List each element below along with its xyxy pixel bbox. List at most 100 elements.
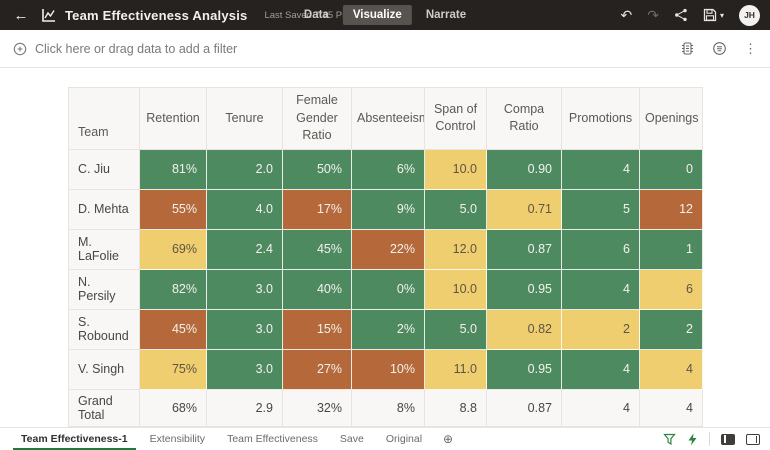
add-canvas-icon[interactable]: ⊕ [443,432,454,446]
undo-icon[interactable]: ↶ [620,7,633,23]
data-cell[interactable]: 0 [640,149,703,190]
data-cell[interactable]: 69% [140,229,207,270]
pivot-table: Team Retention Tenure Female Gender Ratio Ab… [68,87,703,427]
canvas-tab-bar: Team Effectiveness-1 Extensibility Team Ef… [0,427,770,450]
column-header-openings[interactable]: Openings [640,87,703,150]
workbook-title: Team Effectiveness Analysis [65,7,248,23]
column-header-span-of-control[interactable]: Span of Control [425,87,487,150]
share-icon[interactable] [674,8,688,22]
back-icon[interactable]: ← [13,6,29,24]
data-cell[interactable]: 4 [562,349,640,390]
column-header-tenure[interactable]: Tenure [207,87,283,150]
column-header-promotions[interactable]: Promotions [562,87,640,150]
data-cell[interactable]: 15% [283,309,352,350]
data-cell[interactable]: 27% [283,349,352,390]
data-cell[interactable]: 12 [640,189,703,230]
row-label[interactable]: M. LaFolie [68,229,140,270]
data-cell[interactable]: 3.0 [207,269,283,310]
grand-total-cell: 2.9 [207,389,283,427]
data-cell[interactable]: 0.90 [487,149,562,190]
data-cell[interactable]: 2.4 [207,229,283,270]
data-cell[interactable]: 0.95 [487,269,562,310]
data-cell[interactable]: 5.0 [425,189,487,230]
data-cell[interactable]: 1 [640,229,703,270]
data-cell[interactable]: 2 [640,309,703,350]
data-cell[interactable]: 11.0 [425,349,487,390]
funnel-icon[interactable] [663,433,676,446]
canvas-tab-save[interactable]: Save [339,433,364,445]
toolbar-divider [709,432,710,446]
data-cell[interactable]: 4 [562,269,640,310]
grand-total-cell: 4 [640,389,703,427]
right-panel-toggle-icon[interactable] [746,433,760,445]
data-cell[interactable]: 10.0 [425,149,487,190]
pivot-body: C. Jiu 81% 2.0 50% 6% 10.0 0.90 4 0 D. Mehta 55% 4.… [68,149,703,427]
row-label[interactable]: C. Jiu [68,149,140,190]
data-cell[interactable]: 50% [283,149,352,190]
pinned-filters-icon[interactable] [712,41,727,56]
data-cell[interactable]: 5.0 [425,309,487,350]
auto-insights-lightning-icon[interactable] [687,433,698,446]
column-header-retention[interactable]: Retention [140,87,207,150]
data-cell[interactable]: 17% [283,189,352,230]
grand-total-row: Grand Total 68% 2.9 32% 8% 8.8 0.87 4 4 [68,389,703,427]
save-button[interactable]: ▾ [703,8,724,22]
data-cell[interactable]: 4 [562,149,640,190]
left-panel-toggle-icon[interactable] [721,433,735,445]
row-label[interactable]: S. Robound [68,309,140,350]
topbar-tab-narrate[interactable]: Narrate [425,9,467,21]
data-cell[interactable]: 0.87 [487,229,562,270]
data-cell[interactable]: 40% [283,269,352,310]
data-cell[interactable]: 3.0 [207,349,283,390]
data-cell[interactable]: 3.0 [207,309,283,350]
save-caret-icon: ▾ [719,10,724,20]
data-cell[interactable]: 82% [140,269,207,310]
data-cell[interactable]: 0% [352,269,425,310]
redo-icon[interactable]: ↷ [647,7,659,23]
data-cell[interactable]: 75% [140,349,207,390]
data-cell[interactable]: 6 [640,269,703,310]
data-cell[interactable]: 12.0 [425,229,487,270]
column-header-compa-ratio[interactable]: Compa Ratio [487,87,562,150]
filter-settings-icon[interactable] [680,41,695,56]
topbar-tab-visualize[interactable]: Visualize [342,5,412,25]
data-cell[interactable]: 55% [140,189,207,230]
column-header-female-gender-ratio[interactable]: Female Gender Ratio [283,87,352,150]
canvas-tab-extensibility[interactable]: Extensibility [149,433,206,445]
data-cell[interactable]: 5 [562,189,640,230]
data-cell[interactable]: 45% [283,229,352,270]
row-label[interactable]: D. Mehta [68,189,140,230]
data-cell[interactable]: 2.0 [207,149,283,190]
data-cell[interactable]: 4 [640,349,703,390]
data-cell[interactable]: 22% [352,229,425,270]
data-cell[interactable]: 9% [352,189,425,230]
topbar-tab-data[interactable]: Data [303,9,329,21]
data-cell[interactable]: 2% [352,309,425,350]
canvas-tab-team-effectiveness-1[interactable]: Team Effectiveness-1 [10,428,139,450]
column-header-absenteeism[interactable]: Absenteeism [352,87,425,150]
data-cell[interactable]: 6% [352,149,425,190]
data-cell[interactable]: 45% [140,309,207,350]
data-cell[interactable]: 4.0 [207,189,283,230]
data-cell[interactable]: 2 [562,309,640,350]
data-cell[interactable]: 81% [140,149,207,190]
grand-total-cell: 0.87 [487,389,562,427]
canvas-tab-original[interactable]: Original [385,433,423,445]
table-row-c-jiu: C. Jiu 81% 2.0 50% 6% 10.0 0.90 4 0 [68,149,703,190]
pivot-header: Team Retention Tenure Female Gender Ratio Ab… [68,87,703,150]
canvas-tab-team-effectiveness[interactable]: Team Effectiveness [227,433,318,445]
data-cell[interactable]: 6 [562,229,640,270]
column-header-team[interactable]: Team [68,87,140,150]
data-cell[interactable]: 10.0 [425,269,487,310]
add-filter-area[interactable]: Click here or drag data to add a filter [13,42,237,56]
data-cell[interactable]: 0.95 [487,349,562,390]
data-cell[interactable]: 0.82 [487,309,562,350]
grand-total-cell: 8.8 [425,389,487,427]
more-options-icon[interactable]: ⋮ [744,41,757,56]
canvas-bar-actions [663,428,760,450]
row-label[interactable]: N. Persily [68,269,140,310]
data-cell[interactable]: 0.71 [487,189,562,230]
row-label[interactable]: V. Singh [68,349,140,390]
data-cell[interactable]: 10% [352,349,425,390]
user-avatar[interactable]: JH [739,4,760,26]
